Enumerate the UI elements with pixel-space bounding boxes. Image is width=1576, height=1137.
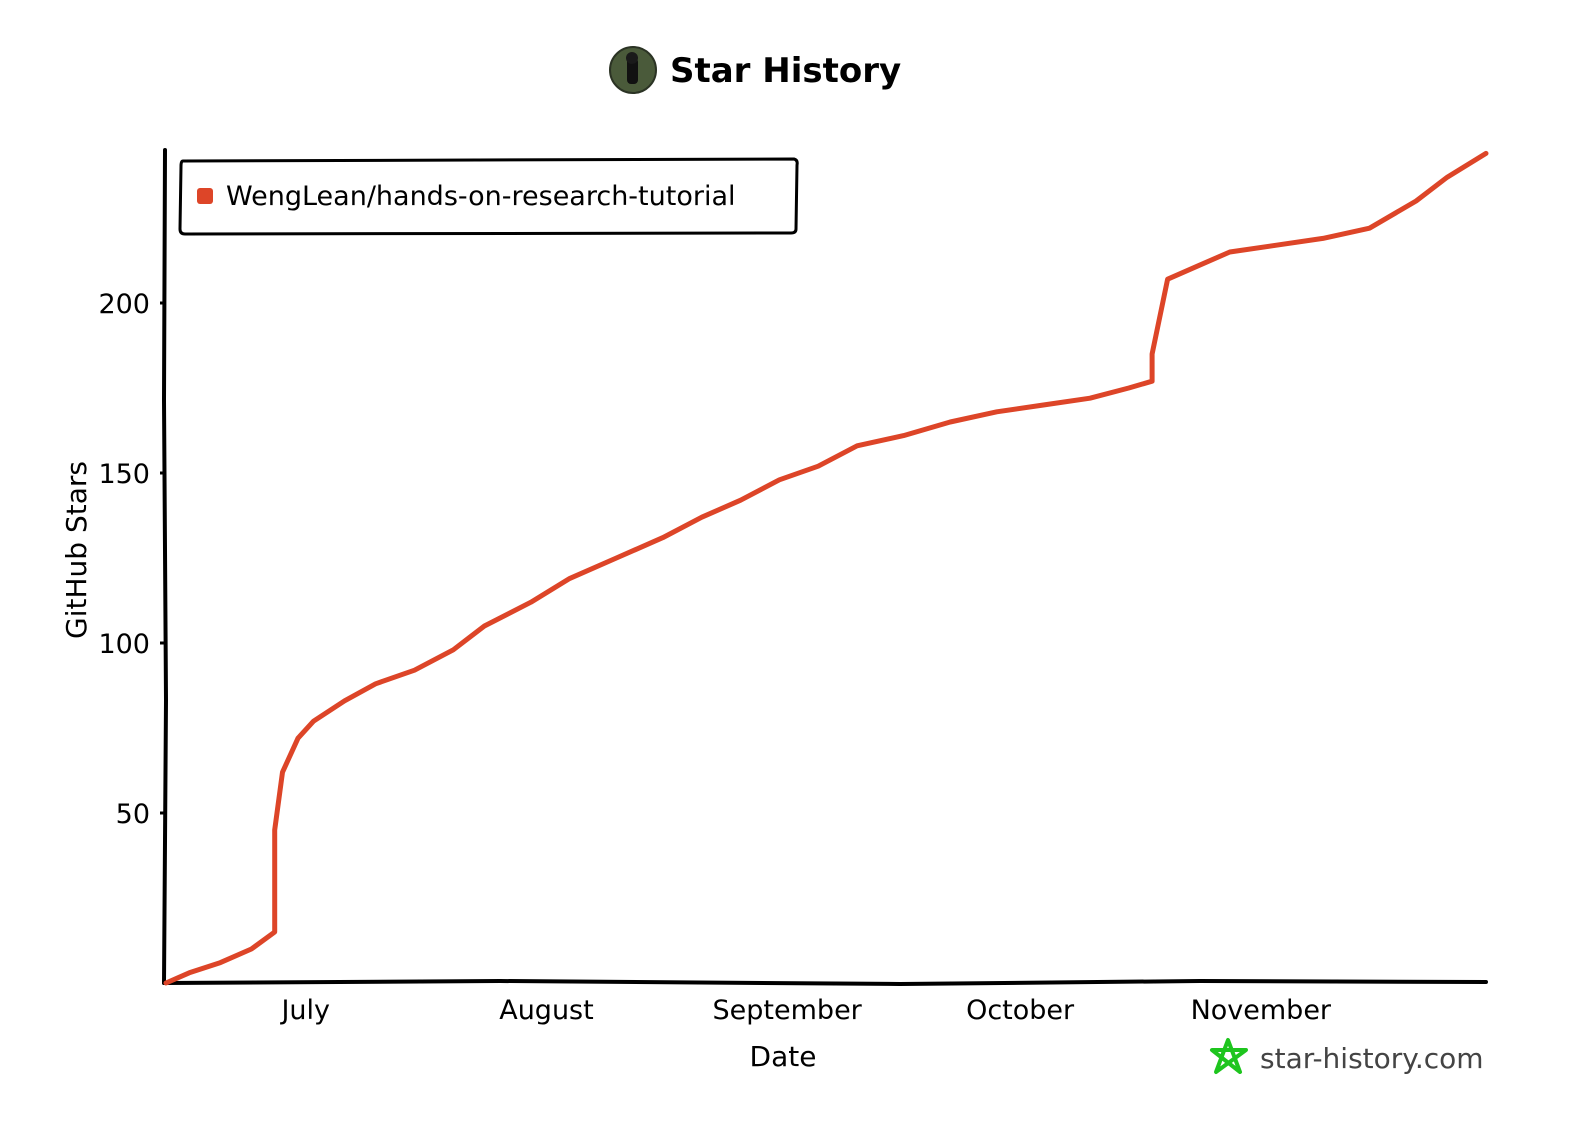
y-tick-label: 200	[98, 289, 150, 320]
y-tick-label: 100	[98, 629, 150, 660]
x-axis-label: Date	[750, 1040, 817, 1073]
x-axis-line	[162, 978, 1488, 987]
legend: WengLean/hands-on-research-tutorial	[178, 157, 799, 236]
y-tick-label: 150	[98, 459, 150, 490]
y-axis-label: GitHub Stars	[60, 461, 93, 639]
star-outline-icon	[1210, 1038, 1248, 1074]
chart-header: Star History	[609, 46, 901, 94]
x-tick-label: November	[1191, 995, 1332, 1026]
chart-title: Star History	[670, 51, 901, 91]
legend-swatch	[197, 188, 213, 204]
x-tick-label: October	[966, 995, 1075, 1026]
watermark-text: star-history.com	[1260, 1042, 1484, 1075]
x-axis-ticks: July August September October November	[279, 995, 1331, 1026]
watermark: star-history.com	[1210, 1038, 1484, 1075]
legend-label: WengLean/hands-on-research-tutorial	[226, 181, 736, 212]
x-tick-label: September	[713, 995, 863, 1026]
y-axis-line	[161, 148, 169, 985]
x-tick-label: July	[279, 995, 330, 1026]
user-avatar-icon	[609, 46, 657, 94]
series-line	[163, 150, 1489, 986]
legend-box	[178, 157, 799, 236]
y-tick-label: 50	[116, 799, 150, 830]
y-axis-ticks: 50 100 150 200	[98, 289, 166, 830]
x-tick-label: August	[499, 995, 594, 1026]
